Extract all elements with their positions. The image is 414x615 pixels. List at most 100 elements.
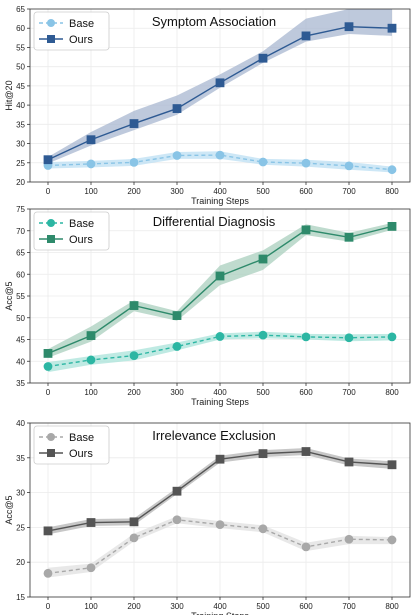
series-line-base — [47, 334, 393, 368]
legend-marker — [47, 219, 55, 227]
y-tick-label: 55 — [16, 43, 25, 52]
series-band-base — [48, 331, 392, 373]
data-point — [43, 362, 53, 371]
data-point — [86, 355, 96, 365]
chart-title: Differential Diagnosis — [153, 214, 276, 229]
x-tick-label: 600 — [299, 388, 313, 397]
data-point — [301, 332, 311, 342]
y-tick-label: 45 — [16, 82, 25, 91]
data-point — [129, 533, 139, 543]
x-tick-label: 800 — [385, 187, 399, 196]
data-point — [172, 342, 182, 351]
y-tick-label: 60 — [16, 24, 25, 33]
y-tick-label: 60 — [16, 270, 25, 279]
data-point — [387, 460, 397, 470]
y-axis-label: Hit@20 — [4, 80, 14, 110]
x-tick-label: 500 — [256, 388, 270, 397]
data-point — [258, 330, 268, 340]
x-tick-label: 800 — [385, 388, 399, 397]
x-tick-label: 600 — [299, 187, 313, 196]
y-tick-label: 50 — [16, 314, 25, 323]
x-axis-label: Training Steps — [191, 611, 249, 615]
data-point — [86, 135, 96, 145]
data-point — [387, 535, 397, 545]
x-axis-label: Training Steps — [191, 397, 249, 407]
data-point — [172, 515, 182, 525]
y-tick-label: 65 — [16, 5, 25, 14]
x-tick-label: 200 — [127, 187, 141, 196]
data-point — [172, 104, 182, 113]
x-tick-label: 300 — [170, 187, 184, 196]
legend-marker — [47, 433, 55, 441]
data-point — [344, 333, 354, 343]
legend-label: Ours — [69, 34, 93, 46]
legend-marker — [47, 35, 55, 43]
x-tick-label: 100 — [84, 388, 98, 397]
data-point — [215, 78, 225, 88]
data-point — [86, 331, 96, 340]
y-tick-label: 35 — [16, 120, 25, 129]
y-tick-label: 55 — [16, 292, 25, 301]
data-point — [129, 301, 139, 310]
data-point — [86, 563, 96, 573]
x-tick-label: 100 — [84, 187, 98, 196]
x-axis-label: Training Steps — [191, 196, 249, 206]
x-tick-label: 0 — [46, 187, 51, 196]
x-tick-label: 300 — [170, 602, 184, 611]
y-tick-label: 25 — [16, 159, 25, 168]
y-tick-label: 30 — [16, 140, 25, 149]
data-point — [129, 119, 139, 128]
data-point — [215, 332, 225, 341]
data-point — [86, 518, 96, 527]
y-tick-label: 70 — [16, 227, 25, 236]
data-point — [129, 351, 139, 360]
data-point — [43, 526, 53, 536]
y-tick-label: 45 — [16, 336, 25, 345]
data-point — [387, 221, 397, 231]
data-point — [215, 454, 225, 464]
chart-3: 0 100 200 300 400 500 600 700 800 15 20 25 30 35 40 Tra… — [4, 419, 411, 615]
data-point — [258, 53, 268, 63]
legend-label: Base — [69, 18, 94, 30]
data-point — [215, 150, 225, 160]
x-tick-label: 0 — [46, 602, 51, 611]
x-tick-label: 400 — [213, 388, 227, 397]
x-tick-label: 700 — [342, 388, 356, 397]
data-point — [344, 232, 354, 242]
data-point — [43, 568, 53, 578]
chart-2: 0 100 200 300 400 500 600 700 800 35 40 45 50 55 60 65 7… — [4, 205, 411, 407]
legend: Base Ours — [33, 211, 110, 251]
data-point — [301, 225, 311, 235]
legend: Base Ours — [33, 425, 110, 465]
data-point — [129, 157, 139, 167]
x-tick-label: 800 — [385, 602, 399, 611]
y-tick-label: 40 — [16, 357, 25, 366]
legend-label: Ours — [69, 234, 93, 246]
series-band-base — [48, 516, 392, 578]
y-tick-label: 20 — [16, 178, 25, 187]
data-point — [43, 155, 53, 165]
series-band-ours — [48, 222, 392, 358]
x-tick-label: 700 — [342, 187, 356, 196]
chart-title: Symptom Association — [152, 14, 276, 29]
data-point — [215, 271, 225, 281]
x-tick-label: 400 — [213, 602, 227, 611]
data-point — [86, 159, 96, 169]
y-tick-label: 50 — [16, 63, 25, 72]
data-point — [258, 449, 268, 459]
data-point — [301, 542, 311, 552]
data-point — [172, 151, 182, 160]
x-tick-label: 100 — [84, 602, 98, 611]
legend-label: Base — [69, 432, 94, 444]
y-tick-label: 40 — [16, 419, 25, 428]
y-tick-label: 35 — [16, 454, 25, 463]
data-point — [344, 161, 354, 171]
x-tick-label: 200 — [127, 602, 141, 611]
y-tick-label: 75 — [16, 205, 25, 214]
y-tick-label: 65 — [16, 249, 25, 258]
chart-1: 0 100 200 300 400 500 600 700 800 20 25 30 35 40 45 50 5… — [4, 5, 411, 206]
x-tick-label: 400 — [213, 187, 227, 196]
y-tick-label: 15 — [16, 593, 25, 602]
x-tick-label: 500 — [256, 602, 270, 611]
